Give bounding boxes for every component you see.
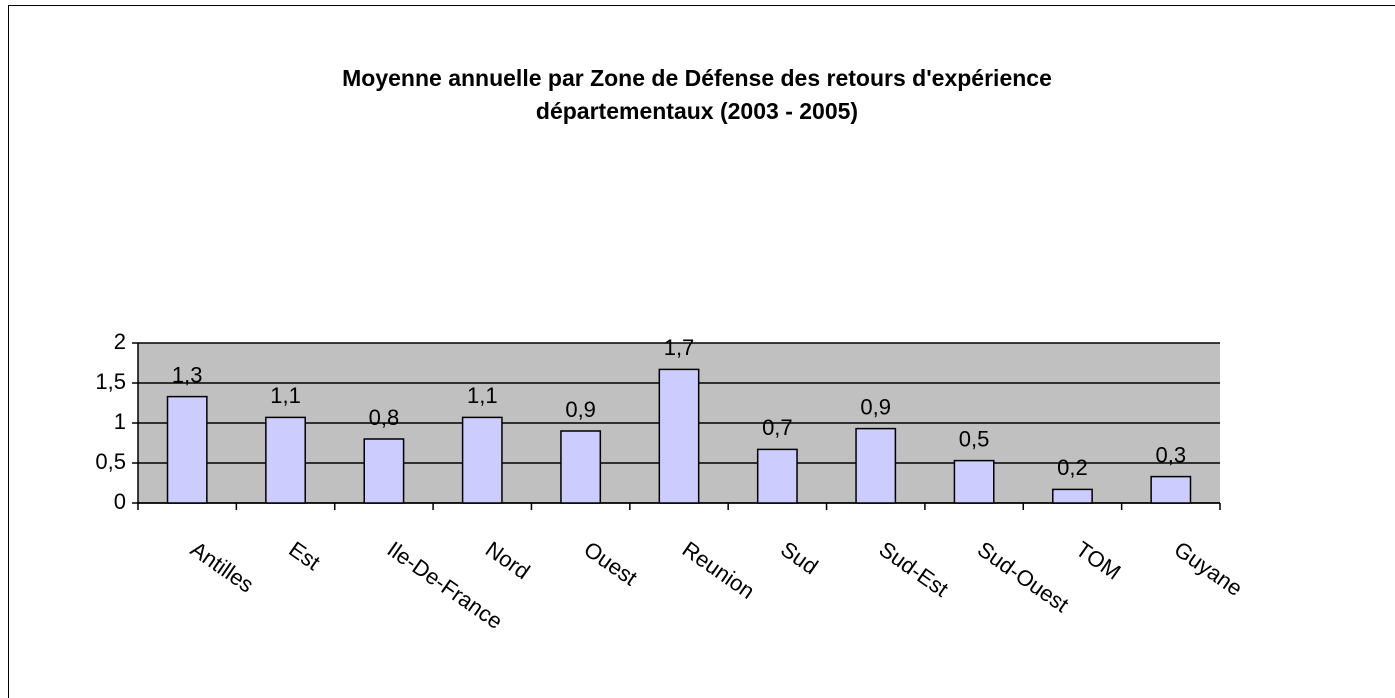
data-label: 1,3 — [172, 362, 203, 387]
bar — [166, 395, 208, 504]
data-label: 1,7 — [664, 335, 695, 360]
bar — [1052, 488, 1093, 504]
y-tick-label: 1 — [114, 409, 126, 434]
data-label: 1,1 — [467, 383, 498, 408]
data-label: 0,3 — [1156, 442, 1187, 467]
bar — [265, 416, 306, 504]
bar — [461, 416, 503, 504]
data-label: 0,2 — [1057, 455, 1088, 480]
y-tick-label: 0,5 — [95, 449, 126, 474]
bar — [1150, 475, 1192, 504]
data-label: 0,7 — [762, 415, 793, 440]
data-label: 0,9 — [565, 397, 596, 422]
y-tick-label: 2 — [114, 329, 126, 354]
data-label: 0,8 — [369, 405, 400, 430]
bar — [560, 430, 602, 504]
bar — [658, 368, 700, 504]
y-tick-label: 0 — [114, 489, 126, 514]
data-label: 0,9 — [860, 394, 891, 419]
data-label: 0,5 — [959, 426, 990, 451]
bar — [756, 448, 798, 504]
bar — [953, 459, 995, 504]
bar — [363, 438, 405, 504]
bar — [855, 427, 897, 504]
chart-title: départementaux (2003 - 2005) — [536, 98, 858, 124]
chart-title: Moyenne annuelle par Zone de Défense des… — [342, 65, 1052, 91]
data-label: 1,1 — [270, 383, 301, 408]
y-tick-label: 1,5 — [95, 369, 126, 394]
